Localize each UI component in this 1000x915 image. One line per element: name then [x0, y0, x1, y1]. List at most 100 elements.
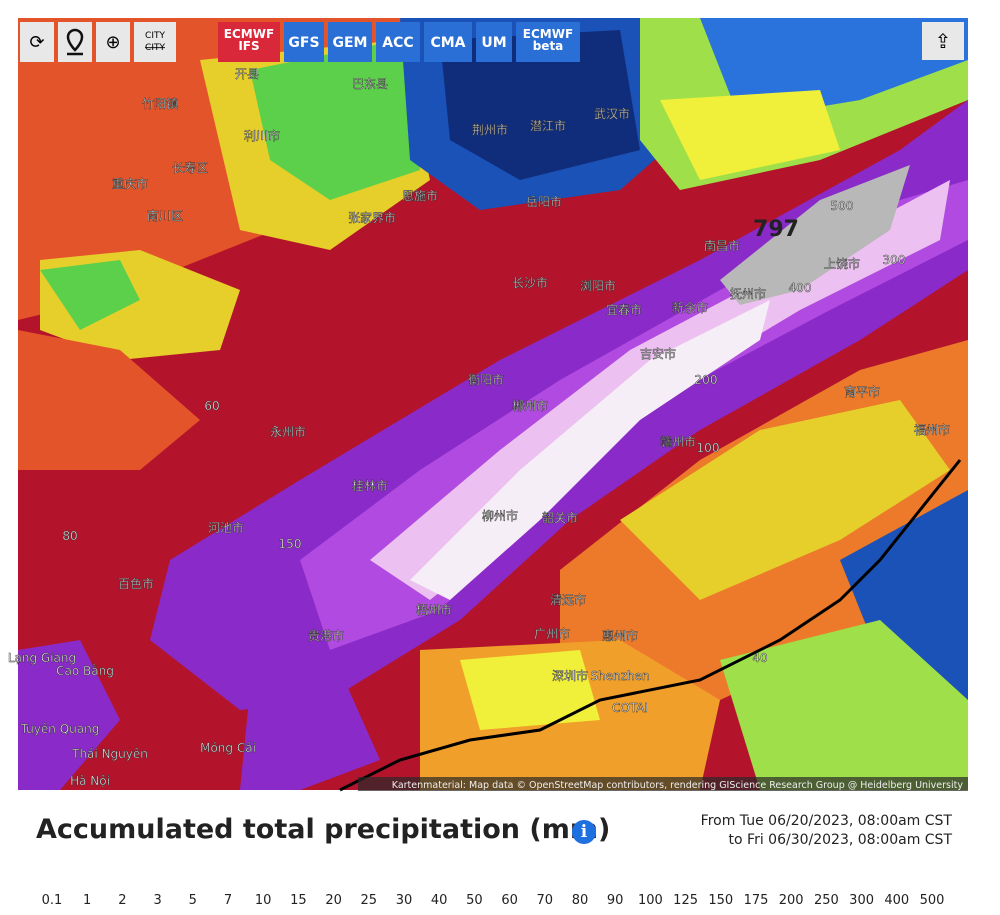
- colorbar-label: 90: [606, 893, 624, 908]
- map-label: COTAI: [612, 701, 648, 715]
- model-tab[interactable]: [476, 22, 512, 62]
- zoom-icon[interactable]: ⊕: [105, 32, 120, 53]
- model-tab[interactable]: [516, 22, 580, 62]
- model-tabs: ECMWF IFS GFS GEM ACC CMA UM ECMWF beta: [218, 22, 580, 62]
- share-icon[interactable]: ⇪: [935, 29, 952, 53]
- colorbar-label: 100: [637, 893, 663, 908]
- map-label: 贵港市: [308, 628, 344, 643]
- coastline: [339, 459, 962, 792]
- colorbar-label: 15: [290, 893, 307, 908]
- colorbar-label: 70: [536, 893, 554, 908]
- colorbar-label: 60: [501, 893, 518, 908]
- map-label: 衡阳市: [468, 372, 504, 387]
- map-label: 竹阳镇: [142, 97, 178, 111]
- colorbar-label: 400: [884, 893, 910, 908]
- map-label: 韶关市: [542, 510, 578, 525]
- map-label: 60: [204, 399, 219, 413]
- legend-title: Accumulated total precipitation (mm): [36, 814, 611, 845]
- reload-btn[interactable]: [20, 22, 54, 62]
- colorbar-label: 3: [153, 893, 162, 908]
- info-icon[interactable]: i: [572, 820, 596, 844]
- colorbar-label: 20: [325, 893, 342, 908]
- map-label: 200: [695, 373, 718, 387]
- map-label: 长沙市: [512, 275, 548, 290]
- map-label: 河池市: [208, 520, 244, 535]
- model-tab[interactable]: [328, 22, 372, 62]
- date-to: to Fri 06/30/2023, 08:00am CST: [728, 832, 952, 848]
- attribution-bg: [358, 777, 968, 791]
- map-label: Móng Cái: [200, 741, 256, 755]
- map-label: 500: [831, 199, 854, 213]
- map-label: 巴东县: [352, 77, 388, 91]
- max-value: 797: [753, 217, 799, 242]
- colorbar-label: 200: [778, 893, 804, 908]
- share-btn[interactable]: [922, 22, 964, 60]
- map-label: 南川区: [147, 208, 183, 223]
- map-label: 开县: [235, 67, 259, 81]
- map-label: 荆州市: [472, 122, 508, 137]
- model-tab[interactable]: [284, 22, 324, 62]
- model-tab[interactable]: [218, 22, 280, 62]
- city-btn[interactable]: [134, 22, 176, 62]
- colorbar-label: 7: [223, 893, 233, 908]
- model-label[interactable]: GEM: [333, 35, 368, 51]
- city-label-off[interactable]: CITY: [145, 43, 165, 53]
- model-label[interactable]: ECMWF IFS: [224, 27, 274, 53]
- map-label: 宜春市: [606, 302, 642, 317]
- model-tab[interactable]: [376, 22, 420, 62]
- colorbar-label: 80: [571, 893, 589, 908]
- map-label: Thái Nguyên: [71, 747, 148, 761]
- map-label: 广州市: [534, 626, 570, 641]
- colorbar-label: 150: [708, 893, 734, 908]
- location-icon: [66, 28, 84, 56]
- map-label: 深圳市: [552, 668, 588, 683]
- map-label: 武汉市: [594, 106, 630, 121]
- model-label[interactable]: ECMWF beta: [523, 27, 573, 53]
- colorbar-label: 300: [849, 893, 874, 908]
- map-label: 利川市: [244, 128, 280, 143]
- map-label: 长寿区: [172, 161, 208, 175]
- colorbar-label: 175: [743, 893, 769, 908]
- reload-icon[interactable]: ⟳: [29, 32, 44, 53]
- map-label: 150: [279, 537, 302, 551]
- map-label: 吉安市: [640, 346, 676, 361]
- map-label: 恩施市: [402, 188, 438, 203]
- city-label[interactable]: CITY: [145, 31, 165, 41]
- colorbar-label: 5: [188, 893, 197, 908]
- map-label: 重庆市: [112, 176, 148, 191]
- map-label: 岳阳市: [526, 194, 562, 209]
- colorbar-label: 500: [919, 893, 945, 908]
- zoom-btn[interactable]: [96, 22, 130, 62]
- colorbar-label: 10: [254, 893, 272, 908]
- precip-fields: [18, 18, 968, 790]
- map-label: 南平市: [844, 384, 880, 399]
- colorbar-label: 40: [430, 893, 448, 908]
- map-label: 赣州市: [660, 434, 696, 449]
- map-label: 400: [789, 281, 812, 295]
- map-label: 百色市: [118, 576, 154, 591]
- colorbar-label: 30: [395, 893, 413, 908]
- model-tab[interactable]: [424, 22, 472, 62]
- map-label: 100: [697, 441, 720, 455]
- model-label[interactable]: GFS: [288, 35, 319, 51]
- map-label: 清远市: [550, 592, 586, 607]
- model-label[interactable]: UM: [481, 35, 506, 51]
- map-label: 南昌市: [704, 238, 740, 253]
- model-label[interactable]: CMA: [430, 35, 465, 51]
- map-label: 抚州市: [730, 286, 766, 301]
- model-label[interactable]: ACC: [382, 35, 413, 51]
- attribution: Kartenmaterial: Map data © OpenStreetMap…: [392, 780, 964, 791]
- map-label: Tuyên Quang: [20, 722, 100, 736]
- map-label: Lạng Giang: [8, 651, 76, 665]
- colorbar-label: 1: [83, 893, 92, 908]
- map-label: 潜江市: [530, 118, 566, 133]
- map-label: 浏阳市: [580, 278, 616, 293]
- map-label: Shenzhen: [590, 669, 649, 683]
- map-label: 上饶市: [824, 256, 860, 271]
- map-label: 新余市: [672, 300, 708, 315]
- map-label: 梧州市: [416, 602, 452, 617]
- map-label: 永州市: [270, 424, 306, 439]
- location-btn[interactable]: [58, 22, 92, 62]
